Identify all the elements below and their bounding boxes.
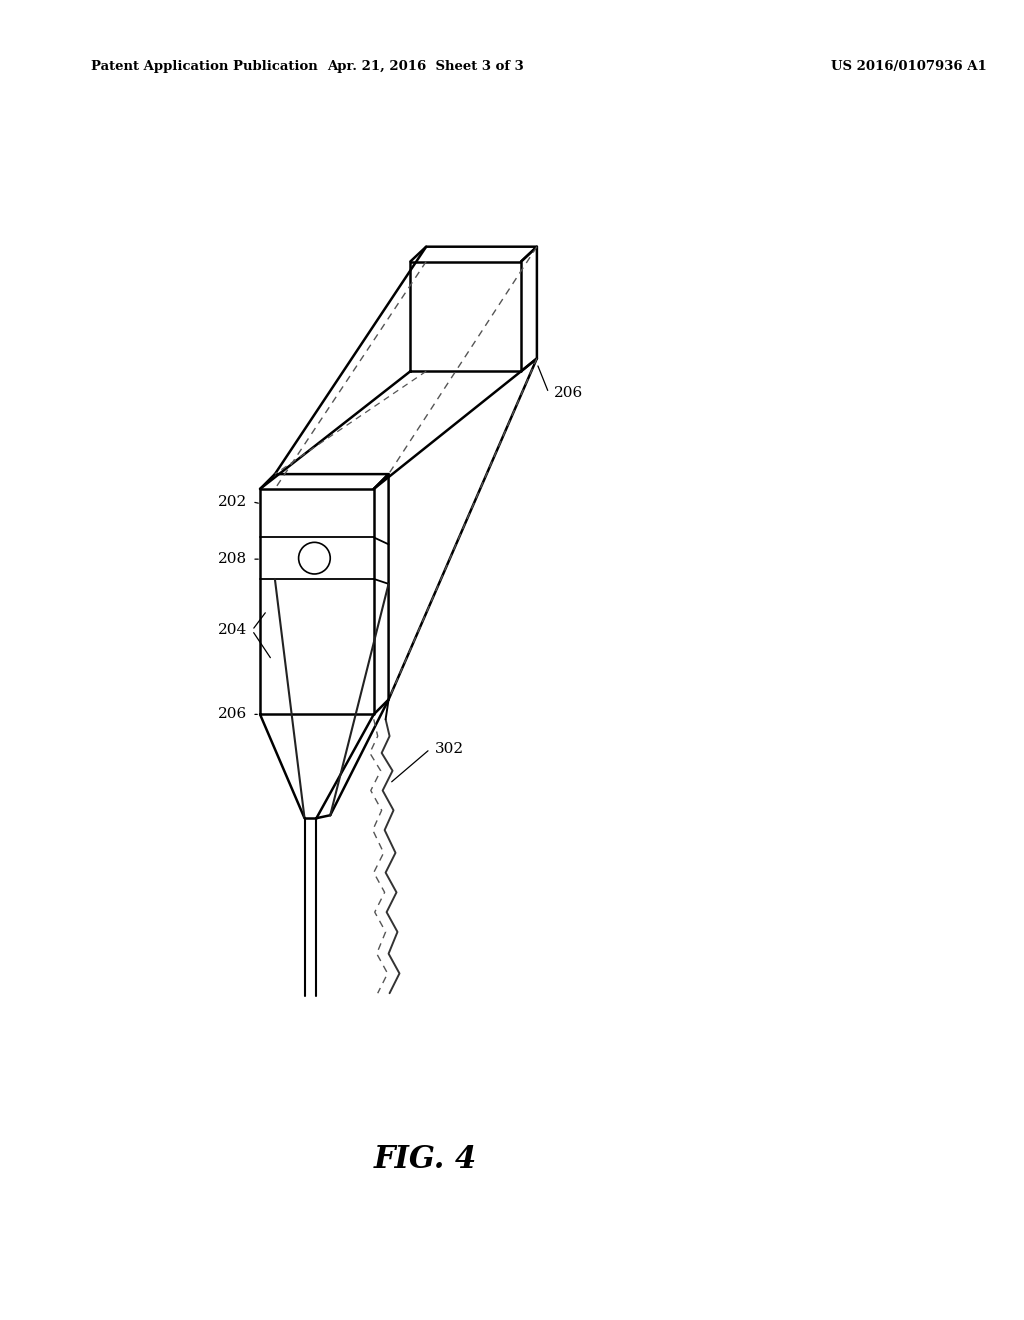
- Circle shape: [299, 543, 331, 574]
- Text: 302: 302: [435, 742, 464, 756]
- Text: FIG. 4: FIG. 4: [374, 1144, 477, 1175]
- Text: Patent Application Publication: Patent Application Publication: [91, 61, 317, 73]
- Text: Apr. 21, 2016  Sheet 3 of 3: Apr. 21, 2016 Sheet 3 of 3: [327, 61, 523, 73]
- Text: 206: 206: [218, 708, 247, 722]
- Text: 204: 204: [218, 623, 247, 638]
- Text: US 2016/0107936 A1: US 2016/0107936 A1: [830, 61, 986, 73]
- Text: 208: 208: [218, 552, 247, 566]
- Text: 202: 202: [218, 495, 247, 508]
- Text: 206: 206: [554, 385, 583, 400]
